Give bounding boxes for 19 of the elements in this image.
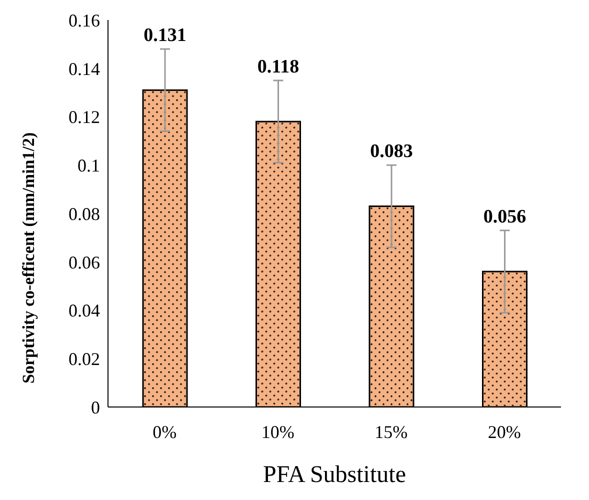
y-tick-label: 0.16 — [68, 10, 100, 30]
y-tick-label: 0.1 — [78, 156, 100, 176]
data-label: 0.118 — [257, 56, 300, 78]
y-tick-label: 0 — [91, 397, 100, 418]
x-tick-label: 0% — [152, 422, 177, 442]
x-tick-label: 10% — [261, 422, 294, 442]
y-tick-label: 0.08 — [68, 204, 100, 224]
y-tick-label: 0.12 — [68, 107, 100, 128]
x-tick-label: 20% — [488, 422, 521, 442]
y-tick-label: 0.04 — [68, 300, 100, 321]
y-tick-label: 0.06 — [68, 252, 100, 272]
data-label: 0.131 — [144, 25, 186, 46]
data-label: 0.056 — [483, 206, 526, 228]
y-tick-label: 0.02 — [68, 349, 100, 370]
x-tick-label: 15% — [374, 422, 408, 442]
y-tick-label: 0.14 — [68, 58, 100, 79]
x-axis-title: PFA Substitute — [263, 462, 406, 488]
data-label: 0.083 — [370, 141, 413, 162]
y-axis-title: Sorptivity co-efficent (mm/min1/2) — [19, 132, 38, 384]
